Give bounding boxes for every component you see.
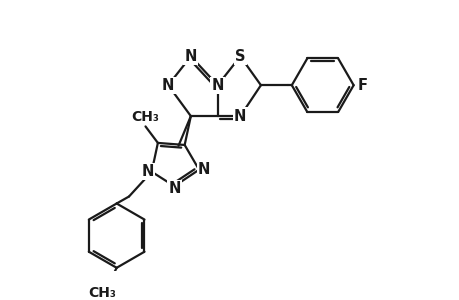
Text: N: N [168, 181, 180, 196]
Text: F: F [357, 78, 367, 93]
Text: N: N [141, 164, 153, 179]
Text: CH₃: CH₃ [88, 286, 116, 300]
Text: N: N [184, 49, 196, 64]
Text: N: N [234, 109, 246, 124]
Text: N: N [162, 78, 174, 93]
Text: N: N [211, 78, 224, 93]
Text: N: N [197, 162, 210, 177]
Text: CH₃: CH₃ [131, 110, 159, 124]
Text: S: S [235, 49, 245, 64]
